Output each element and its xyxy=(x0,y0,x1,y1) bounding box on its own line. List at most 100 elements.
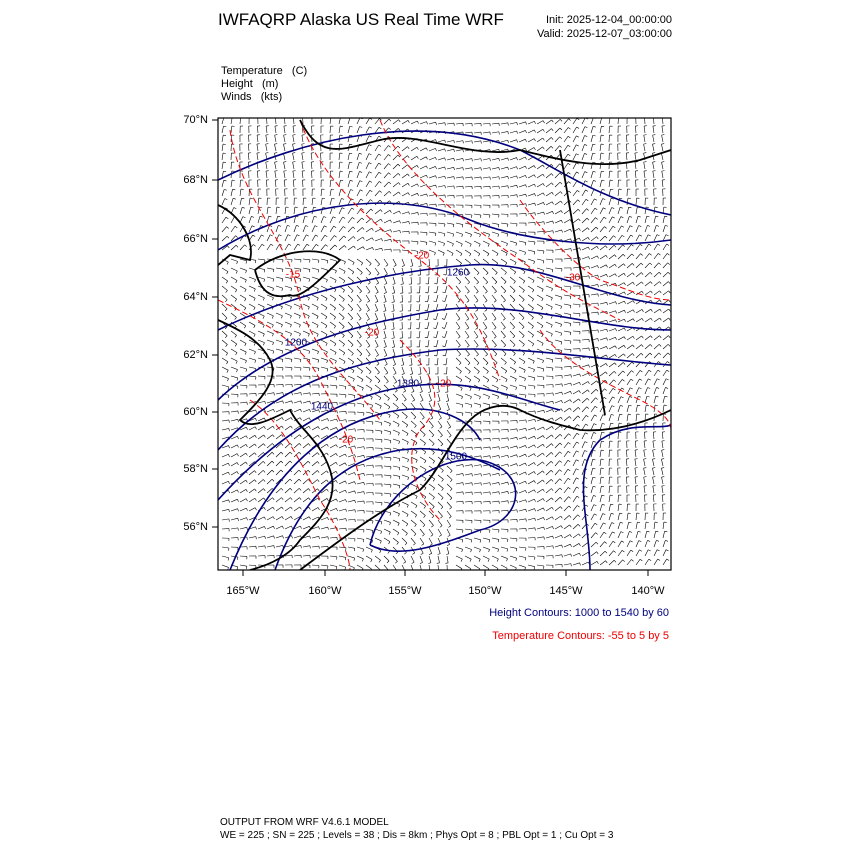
wind-barb xyxy=(473,501,481,503)
wind-barb xyxy=(347,217,353,224)
wind-barb xyxy=(230,435,238,440)
wind-barb xyxy=(662,290,669,296)
wind-barb xyxy=(626,272,633,278)
wind-barb xyxy=(534,193,536,197)
wind-barb xyxy=(534,436,536,439)
wind-barb xyxy=(302,357,310,360)
wind-barb xyxy=(257,198,259,206)
wind-barb xyxy=(281,516,284,520)
wind-barb xyxy=(410,212,418,215)
wind-barb xyxy=(359,353,363,357)
wind-barb xyxy=(275,321,283,325)
wind-barb xyxy=(397,154,401,158)
wind-barb xyxy=(509,321,515,328)
wind-barb xyxy=(523,369,526,373)
wind-barb xyxy=(543,410,545,413)
wind-barb xyxy=(516,166,518,170)
wind-barb xyxy=(410,501,418,506)
wind-barb xyxy=(630,549,634,552)
wind-barb xyxy=(302,276,310,280)
wind-barb xyxy=(652,486,655,494)
wind-barb xyxy=(640,253,643,256)
wind-barb xyxy=(257,216,261,224)
wind-barb xyxy=(379,118,382,121)
wind-barb xyxy=(266,234,271,242)
wind-barb xyxy=(370,199,373,202)
wind-barb xyxy=(626,414,629,422)
wind-barb xyxy=(515,243,517,246)
wind-barb xyxy=(658,344,662,347)
wind-barb xyxy=(509,375,517,380)
wind-barb xyxy=(356,482,364,485)
wind-barb xyxy=(624,327,626,331)
wind-barb xyxy=(334,343,337,347)
wind-barb xyxy=(512,317,515,321)
wind-barb xyxy=(377,264,380,267)
wind-barb xyxy=(550,333,553,337)
wind-barb xyxy=(320,321,328,326)
wind-barb xyxy=(446,483,453,490)
wind-barb xyxy=(455,366,462,372)
wind-barb xyxy=(289,443,293,446)
wind-barb xyxy=(541,316,544,320)
wind-barb xyxy=(446,240,454,245)
wind-barb xyxy=(507,166,509,170)
wind-barb xyxy=(509,249,517,254)
wind-barb xyxy=(401,555,407,563)
wind-barb xyxy=(299,278,302,282)
wind-barb xyxy=(424,496,427,500)
wind-barb xyxy=(482,240,490,245)
wind-barb xyxy=(527,471,535,476)
wind-barb xyxy=(572,514,578,521)
wind-barb xyxy=(347,348,354,354)
wind-barb xyxy=(383,492,391,495)
wind-barb xyxy=(283,180,286,188)
wind-barb xyxy=(554,136,560,143)
wind-barb xyxy=(632,282,635,285)
wind-barb xyxy=(325,244,328,247)
wind-barb xyxy=(605,245,608,249)
wind-barb xyxy=(317,497,320,501)
wind-barb xyxy=(281,497,284,500)
wind-barb xyxy=(542,498,545,502)
wind-barb xyxy=(656,549,660,552)
wind-barb xyxy=(374,429,382,432)
wind-barb xyxy=(419,438,426,444)
wind-barb xyxy=(311,507,319,512)
wind-barb xyxy=(230,285,237,291)
wind-barb xyxy=(457,300,461,303)
wind-barb xyxy=(625,468,628,476)
wind-barb xyxy=(349,125,353,128)
wind-barb xyxy=(524,252,526,256)
wind-barb xyxy=(536,443,544,449)
wind-barb xyxy=(659,335,662,339)
wind-barb xyxy=(407,468,409,471)
wind-barb xyxy=(563,294,571,297)
wind-barb xyxy=(367,291,371,294)
wind-barb xyxy=(262,297,265,301)
wind-barb xyxy=(244,244,247,247)
wind-barb xyxy=(347,226,354,233)
wind-barb xyxy=(551,137,554,140)
wind-barb xyxy=(428,157,436,161)
wind-barb xyxy=(593,441,596,443)
wind-barb xyxy=(602,504,605,506)
wind-barb xyxy=(608,531,613,539)
wind-barb xyxy=(410,402,416,409)
wind-barb xyxy=(302,225,306,233)
wind-barb xyxy=(374,153,379,161)
wind-barb xyxy=(221,366,229,371)
wind-barb xyxy=(283,134,287,136)
wind-barb xyxy=(424,460,427,464)
wind-barb xyxy=(635,405,638,413)
wind-barb xyxy=(626,216,630,224)
wind-barb xyxy=(414,514,417,518)
wind-barb xyxy=(356,411,364,414)
wind-barb xyxy=(293,312,301,317)
wind-barb xyxy=(635,352,642,359)
wind-barb xyxy=(455,158,463,161)
wind-barb xyxy=(615,319,617,323)
wind-barb xyxy=(314,216,317,218)
wind-barb xyxy=(383,366,389,374)
wind-barb xyxy=(605,255,608,258)
